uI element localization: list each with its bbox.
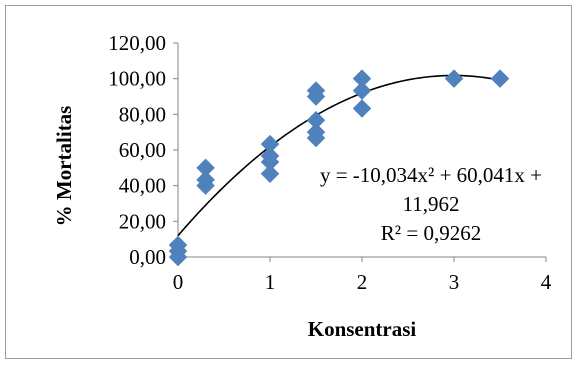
x-tick-label: 0	[173, 270, 184, 294]
data-point-diamond	[260, 134, 280, 154]
trendline-group	[177, 74, 501, 237]
x-tick-label: 2	[357, 270, 368, 294]
x-axis: 0 1 2 3 4	[173, 256, 552, 294]
data-point-diamond	[196, 170, 215, 190]
polynomial-trendline	[177, 74, 501, 237]
data-point-diamond	[168, 235, 188, 255]
data-point-diamond	[352, 69, 372, 89]
y-tick-label: 60,00	[119, 138, 166, 162]
x-axis-title: Konsentrasi	[308, 317, 417, 341]
data-point-diamond	[306, 81, 326, 100]
y-tick-label: 40,00	[119, 174, 166, 198]
y-tick-label: 0,00	[129, 245, 166, 269]
y-tick-label: 120,00	[108, 31, 166, 55]
data-point-diamond	[352, 81, 372, 100]
x-tick-label: 3	[449, 270, 460, 294]
data-points	[168, 69, 510, 267]
data-point-diamond	[260, 146, 280, 166]
trendline-equation-line1: y = -10,034x² + 60,041x +	[320, 163, 542, 187]
y-tick-label: 80,00	[119, 102, 166, 126]
data-point-diamond	[490, 69, 510, 89]
y-axis-title: % Mortalitas	[52, 106, 76, 227]
r-squared-label: R² = 0,9262	[381, 221, 481, 245]
y-tick-label: 100,00	[108, 67, 166, 91]
data-point-diamond	[352, 99, 372, 118]
data-point-diamond	[306, 122, 326, 142]
data-point-diamond	[306, 110, 326, 130]
chart-border	[5, 5, 572, 359]
data-point-diamond	[196, 158, 215, 178]
x-tick-label: 4	[541, 270, 552, 294]
y-axis: 0,00 20,00 40,00 60,00 80,00 100,00 120,00	[108, 31, 179, 269]
trendline-equation-line2: 11,962	[403, 192, 460, 216]
data-point-diamond	[444, 69, 464, 89]
y-tick-label: 20,00	[119, 209, 166, 233]
data-point-diamond	[260, 164, 280, 184]
x-tick-label: 1	[265, 270, 276, 294]
